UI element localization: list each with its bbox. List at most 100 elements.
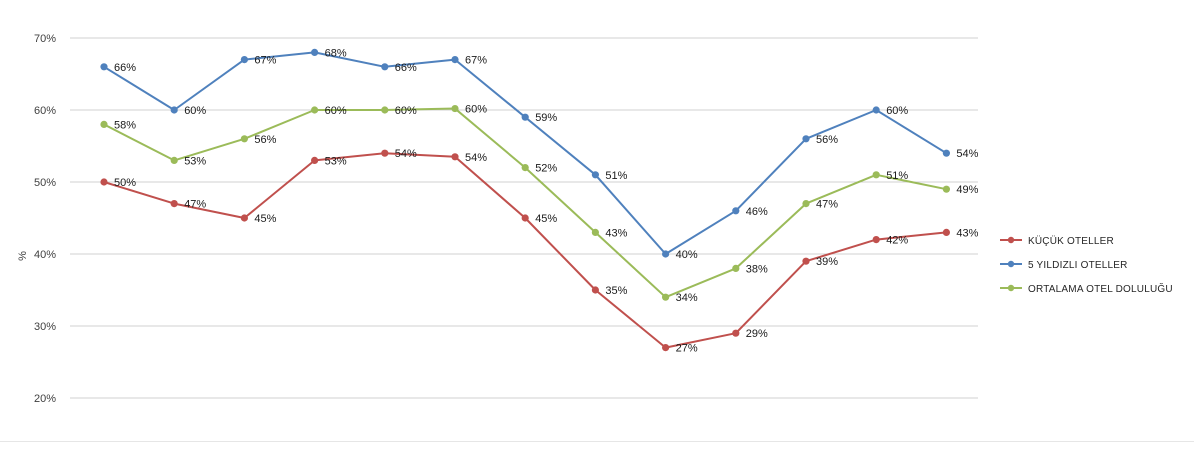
data-label: 49% bbox=[956, 184, 978, 196]
data-label: 60% bbox=[325, 105, 347, 117]
data-point bbox=[170, 156, 178, 164]
data-point bbox=[662, 344, 670, 352]
data-label: 34% bbox=[676, 292, 698, 304]
data-point bbox=[872, 171, 880, 179]
legend-swatch-marker bbox=[1007, 236, 1015, 244]
legend-label: KÜÇÜK OTELLER bbox=[1028, 235, 1114, 247]
data-point bbox=[942, 228, 951, 236]
data-point bbox=[100, 178, 108, 186]
data-point bbox=[662, 293, 670, 301]
data-point bbox=[451, 153, 459, 161]
data-point bbox=[732, 329, 740, 337]
data-point bbox=[591, 228, 600, 236]
data-point bbox=[170, 106, 178, 114]
data-label: 29% bbox=[746, 328, 768, 340]
data-label: 47% bbox=[184, 199, 206, 211]
data-label: 60% bbox=[395, 105, 417, 117]
legend: KÜÇÜK OTELLER 5 YILDIZLI OTELLER ORTALAMA … bbox=[1000, 235, 1173, 295]
data-label: 59% bbox=[535, 112, 557, 124]
series-lines: 50%47%45%53%54% 54%45%35%27%29%39%42%43%6… bbox=[100, 47, 979, 355]
bottom-divider bbox=[0, 441, 1194, 442]
data-label: 68% bbox=[325, 47, 347, 59]
data-label: 45% bbox=[254, 213, 276, 225]
legend-label: ORTALAMA OTEL DOLULUĞU bbox=[1028, 282, 1173, 295]
data-label: 56% bbox=[816, 134, 838, 146]
data-point bbox=[802, 135, 810, 143]
data-point bbox=[381, 106, 389, 114]
legend-item: 5 YILDIZLI OTELLER bbox=[1000, 260, 1128, 271]
legend-item: KÜÇÜK OTELLER bbox=[1000, 235, 1114, 247]
data-label: 56% bbox=[254, 134, 276, 146]
data-point bbox=[521, 214, 529, 222]
data-point bbox=[872, 236, 880, 244]
y-tick-label: 50% bbox=[34, 177, 56, 189]
data-label: 43% bbox=[605, 227, 627, 239]
legend-item: ORTALAMA OTEL DOLULUĞU bbox=[1000, 282, 1173, 295]
data-point bbox=[311, 156, 319, 164]
data-point bbox=[451, 104, 459, 113]
y-tick-label: 70% bbox=[34, 33, 56, 45]
data-label: 51% bbox=[605, 170, 627, 182]
y-tick-label: 40% bbox=[34, 249, 56, 261]
series-group: 66% 60% 67% 68% 66% 67% 59% 51% 40% 46% 56% 60% 54% bbox=[100, 47, 979, 261]
data-label: 43% bbox=[956, 227, 978, 239]
data-label: 39% bbox=[816, 256, 838, 268]
data-label: 52% bbox=[535, 163, 557, 175]
data-label: 67% bbox=[254, 55, 276, 67]
legend-label: 5 YILDIZLI OTELLER bbox=[1028, 260, 1128, 271]
data-point bbox=[381, 149, 389, 157]
data-point bbox=[802, 257, 810, 265]
data-point bbox=[100, 120, 108, 128]
data-label: 45% bbox=[535, 213, 557, 225]
y-axis-ticks: 20% 30% 40% 50% 60% 70% bbox=[34, 33, 56, 405]
data-label: 47% bbox=[816, 199, 838, 211]
y-tick-label: 60% bbox=[34, 105, 56, 117]
data-label: 66% bbox=[114, 62, 136, 74]
series-line bbox=[103, 51, 947, 255]
gridlines bbox=[70, 37, 978, 399]
data-label: 67% bbox=[465, 55, 487, 67]
data-point bbox=[311, 106, 319, 114]
data-point bbox=[451, 56, 459, 64]
data-label: 58% bbox=[114, 119, 136, 131]
data-label: 38% bbox=[746, 263, 768, 275]
data-point bbox=[381, 63, 389, 71]
data-label: 54% bbox=[956, 148, 978, 160]
y-tick-label: 20% bbox=[34, 393, 56, 405]
data-label: 51% bbox=[886, 170, 908, 182]
data-point bbox=[591, 171, 600, 179]
data-point bbox=[732, 264, 740, 272]
legend-swatch-marker bbox=[1007, 260, 1015, 268]
data-point bbox=[240, 56, 248, 64]
data-point bbox=[521, 113, 529, 121]
data-label: 54% bbox=[465, 152, 487, 164]
data-label: 35% bbox=[605, 285, 627, 297]
data-point bbox=[802, 200, 810, 208]
data-point bbox=[240, 135, 248, 143]
legend-swatch-marker bbox=[1007, 284, 1015, 292]
data-point bbox=[521, 164, 529, 172]
data-label: 54% bbox=[395, 148, 417, 160]
data-label: 42% bbox=[886, 235, 908, 247]
y-axis-title: % bbox=[17, 251, 29, 261]
data-label: 27% bbox=[676, 343, 698, 355]
data-point bbox=[942, 185, 951, 193]
series-group: 58% 53% 56% 60% 60% 60% 52% 43% 34% 38% 47% 51% 49% bbox=[100, 104, 979, 304]
series-group: 50% 47% 45% 53% 54% 54% 45% 35% 27% 29% 39% 42% 43% bbox=[100, 148, 979, 355]
data-label: 60% bbox=[184, 105, 206, 117]
data-label: 66% bbox=[395, 62, 417, 74]
data-point bbox=[170, 200, 178, 208]
data-label: 50% bbox=[114, 177, 136, 189]
data-label: 40% bbox=[676, 249, 698, 261]
data-point bbox=[591, 286, 600, 294]
data-label: 53% bbox=[184, 155, 206, 167]
data-point bbox=[942, 149, 951, 157]
data-point bbox=[311, 48, 319, 57]
data-label: 46% bbox=[746, 206, 768, 218]
data-point bbox=[240, 214, 248, 222]
data-point bbox=[662, 250, 670, 258]
y-tick-label: 30% bbox=[34, 321, 56, 333]
data-point bbox=[100, 63, 108, 71]
